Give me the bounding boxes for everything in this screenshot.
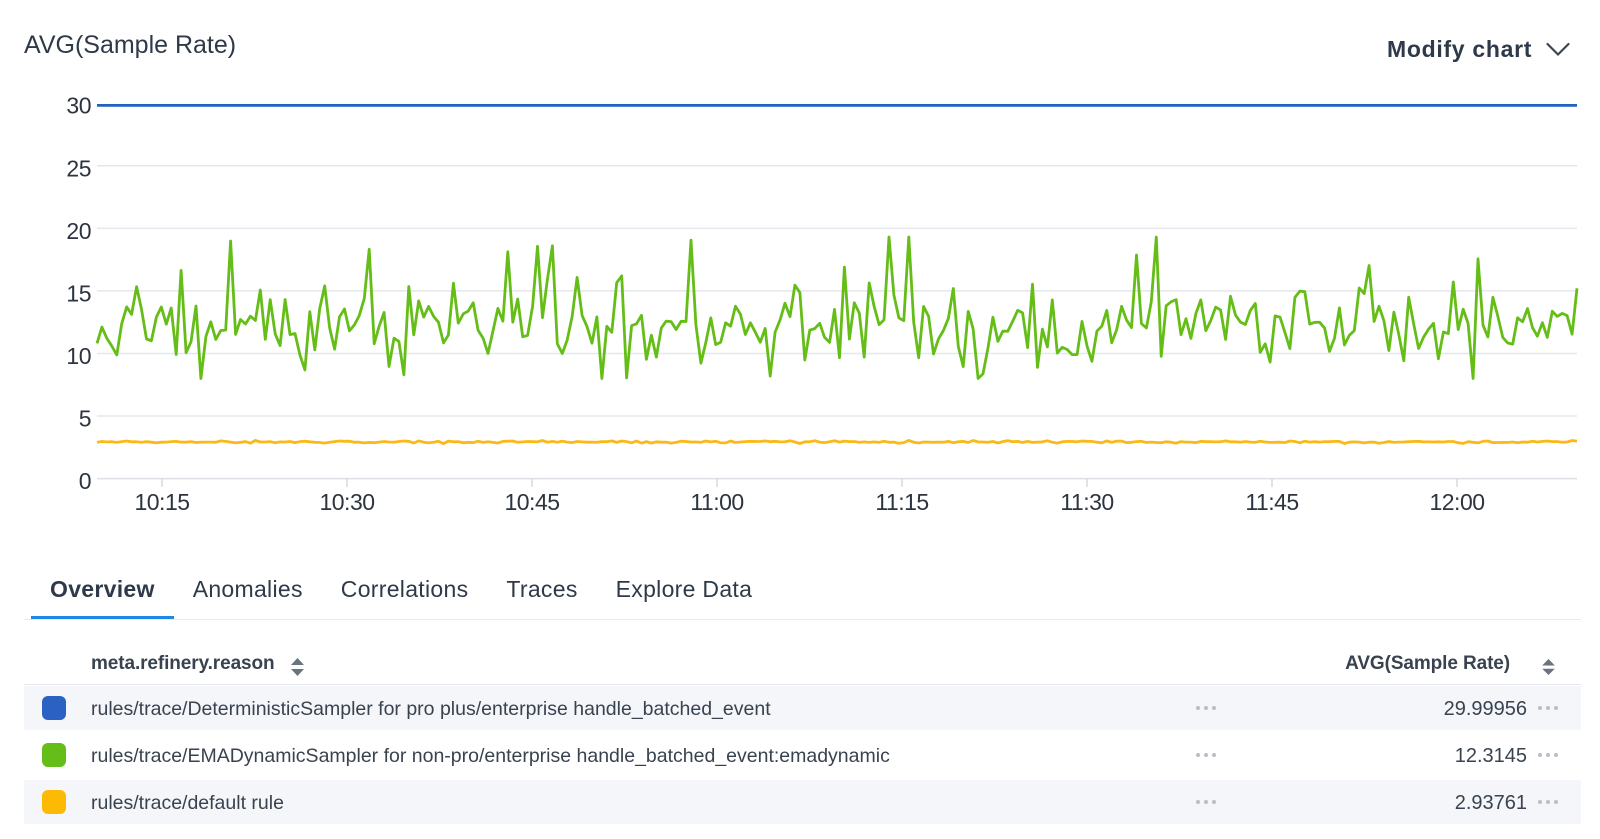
svg-text:10:30: 10:30: [319, 489, 374, 515]
svg-text:11:00: 11:00: [690, 489, 743, 515]
svg-text:15: 15: [66, 280, 91, 306]
svg-text:12:00: 12:00: [1429, 489, 1484, 515]
svg-text:10:45: 10:45: [504, 489, 559, 515]
svg-text:25: 25: [66, 155, 91, 181]
svg-text:11:15: 11:15: [875, 489, 928, 515]
svg-text:0: 0: [79, 468, 91, 494]
svg-text:20: 20: [66, 218, 91, 244]
svg-text:11:45: 11:45: [1245, 489, 1298, 515]
svg-text:10:15: 10:15: [134, 489, 189, 515]
svg-text:11:30: 11:30: [1060, 489, 1113, 515]
svg-text:30: 30: [66, 93, 91, 119]
svg-text:10: 10: [66, 343, 91, 369]
svg-text:5: 5: [79, 406, 91, 432]
